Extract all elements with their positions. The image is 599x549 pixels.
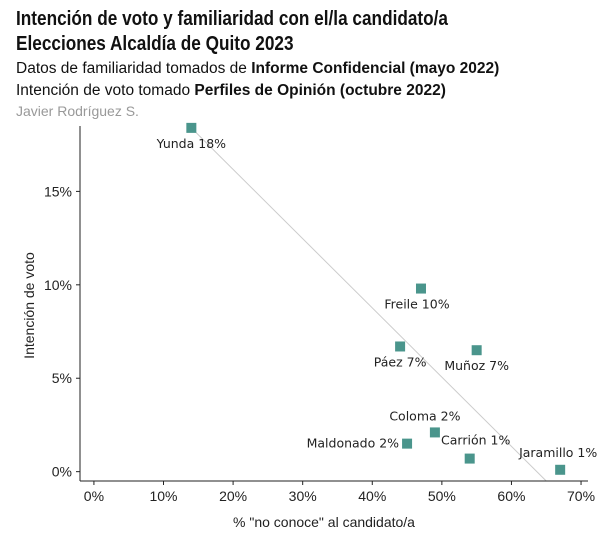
data-point-marker xyxy=(555,464,566,475)
x-tick-label: 0% xyxy=(84,488,104,504)
data-point-label: Muñoz 7% xyxy=(444,358,509,373)
x-tick-label: 10% xyxy=(149,488,177,504)
data-point-label: Maldonado 2% xyxy=(307,436,400,451)
data-point-label: Carrión 1% xyxy=(441,433,510,448)
data-point-marker xyxy=(415,283,426,294)
data-point-label: Freile 10% xyxy=(384,297,449,312)
subtitle-1-prefix: Datos de familiaridad tomados de xyxy=(16,60,252,77)
x-tick-label: 70% xyxy=(567,488,595,504)
chart-title-line-2: Elecciones Alcaldía de Quito 2023 xyxy=(16,33,294,55)
x-tick-label: 60% xyxy=(497,488,525,504)
data-point-marker xyxy=(471,345,482,356)
data-point-label: Coloma 2% xyxy=(389,408,460,423)
data-point-label: Páez 7% xyxy=(374,354,427,369)
points-layer xyxy=(186,122,566,475)
trend-line-layer xyxy=(190,127,547,482)
y-tick-label: 10% xyxy=(44,277,72,293)
x-tick-label: 50% xyxy=(428,488,456,504)
subtitle-2-prefix: Intención de voto tomado xyxy=(16,82,195,99)
data-point-marker xyxy=(429,427,440,438)
labels-layer: Yunda 18% Freile 10% Páez 7% Muñoz 7% Coloma… xyxy=(156,136,598,460)
chart-subtitle-1: Datos de familiaridad tomados de Informe… xyxy=(16,60,499,78)
data-point-marker xyxy=(395,341,406,352)
data-point-marker xyxy=(402,438,413,449)
data-point-label: Jaramillo 1% xyxy=(518,445,597,460)
subtitle-1-source: Informe Confidencial (mayo 2022) xyxy=(251,60,500,77)
chart-subtitle-2: Intención de voto tomado Perfiles de Opi… xyxy=(16,82,446,100)
y-tick-label: 5% xyxy=(52,370,72,386)
subtitle-2-source: Perfiles de Opinión (octubre 2022) xyxy=(194,82,446,99)
chart-title-line-1: Intención de voto y familiaridad con el/… xyxy=(16,8,449,30)
data-point-marker xyxy=(464,453,475,464)
x-tick-label: 20% xyxy=(219,488,247,504)
trend-line xyxy=(190,127,547,482)
chart-author: Javier Rodríguez S. xyxy=(16,103,139,119)
x-tick-label: 30% xyxy=(289,488,317,504)
x-axis-title: % "no conoce" al candidato/a xyxy=(233,514,415,530)
y-axis-title: Intención de voto xyxy=(21,252,37,359)
data-point-marker xyxy=(186,122,197,133)
y-tick-label: 0% xyxy=(52,464,72,480)
data-point-label: Yunda 18% xyxy=(156,136,227,151)
x-tick-label: 40% xyxy=(358,488,386,504)
axes-layer: 0% 10% 20% 30% 40% 50% 60% 70% 0% 5% 10% 15% % "no c… xyxy=(21,126,595,530)
y-tick-label: 15% xyxy=(44,183,72,199)
